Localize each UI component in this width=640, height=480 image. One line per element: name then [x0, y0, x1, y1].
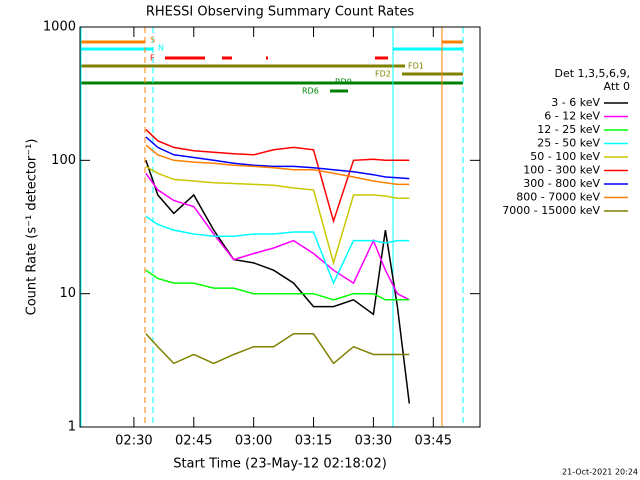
annotation: FD1	[408, 62, 424, 71]
x-tick-label: 03:45	[415, 434, 452, 449]
y-tick-label: 100	[51, 153, 76, 168]
legend-title: Det 1,3,5,6,9,	[554, 67, 630, 80]
series-line	[145, 160, 411, 404]
legend-label: 12 - 25 keV	[537, 123, 600, 136]
series-line	[145, 144, 410, 186]
footer: 21-Oct-2021 20:24	[562, 468, 638, 477]
legend-label: 3 - 6 keV	[551, 96, 600, 109]
x-axis-label: Start Time (23-May-12 02:18:02)	[173, 457, 387, 472]
annotation: RD9	[335, 78, 352, 87]
series-line	[145, 129, 410, 224]
legend-label: 800 - 7000 keV	[516, 191, 600, 204]
series-line	[145, 172, 410, 301]
legend-label: 100 - 300 keV	[523, 164, 600, 177]
event-lines	[80, 27, 464, 427]
x-tick-label: 02:30	[115, 434, 152, 449]
annotation: RD6	[302, 87, 319, 96]
flag-bars	[80, 40, 463, 93]
series-line	[145, 333, 410, 365]
annotation: S	[150, 36, 155, 45]
x-tick-label: 03:30	[355, 434, 392, 449]
x-tick-label: 02:45	[175, 434, 212, 449]
legend-label: 300 - 800 keV	[523, 177, 600, 190]
series-line	[145, 215, 410, 285]
plot-frame	[79, 26, 481, 428]
legend-label: 25 - 50 keV	[537, 137, 600, 150]
y-axis-label: Count Rate (s⁻¹ detector⁻¹)	[25, 139, 40, 316]
chart-title: RHESSI Observing Summary Count Rates	[146, 5, 415, 20]
y-tick-label: 10	[59, 286, 76, 301]
legend-label: 7000 - 15000 keV	[502, 204, 600, 217]
series-line	[145, 269, 410, 301]
series-line	[145, 165, 410, 266]
legend-label: 6 - 12 keV	[544, 110, 600, 123]
x-tick-label: 03:15	[295, 434, 332, 449]
legend-title: Att 0	[604, 80, 630, 93]
legend-label: 50 - 100 keV	[530, 150, 600, 163]
y-tick-label: 1000	[43, 20, 76, 35]
y-tick-label: 1	[68, 420, 76, 435]
series-line	[145, 136, 410, 180]
annotation: FD2	[375, 70, 391, 79]
annotation: N	[158, 44, 164, 53]
annotation: F	[150, 54, 155, 63]
x-tick-label: 03:00	[235, 434, 272, 449]
